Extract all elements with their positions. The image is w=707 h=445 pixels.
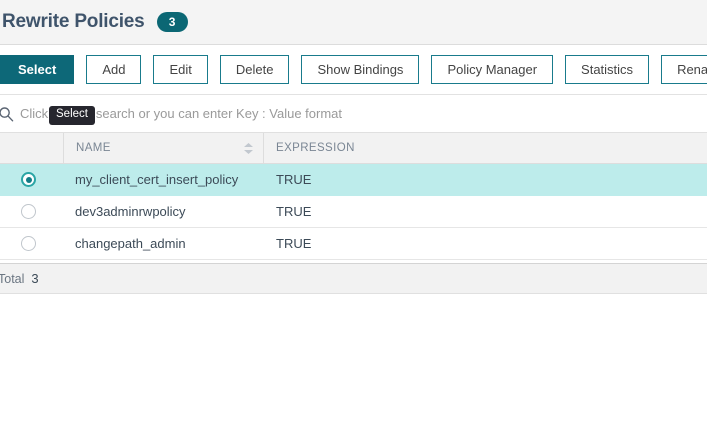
- column-header-expression-label: EXPRESSION: [276, 142, 355, 154]
- table-bottom-divider: [0, 260, 707, 264]
- row-expression-cell: TRUE: [276, 236, 312, 251]
- select-tooltip: Select: [49, 106, 95, 125]
- row-expression-cell: TRUE: [276, 172, 312, 187]
- add-button[interactable]: Add: [86, 55, 142, 84]
- search-icon: [0, 106, 14, 122]
- rename-button[interactable]: Rename: [661, 55, 707, 84]
- table-footer: Total 3: [0, 264, 707, 294]
- page-header: Rewrite Policies 3: [0, 0, 707, 45]
- sort-icon[interactable]: [244, 142, 253, 154]
- table-row[interactable]: changepath_admin TRUE: [0, 228, 707, 260]
- delete-button[interactable]: Delete: [219, 55, 290, 84]
- search-input[interactable]: [20, 106, 620, 121]
- row-select-cell[interactable]: [0, 172, 63, 187]
- row-name-cell: changepath_admin: [75, 236, 186, 251]
- page-title: Rewrite Policies: [2, 11, 145, 32]
- row-name-cell: dev3adminrwpolicy: [75, 204, 186, 219]
- page-empty-area: [0, 294, 707, 444]
- policy-manager-button[interactable]: Policy Manager: [431, 55, 554, 84]
- table-row[interactable]: my_client_cert_insert_policy TRUE: [0, 164, 707, 196]
- column-header-name-label: NAME: [76, 142, 111, 154]
- table-row[interactable]: dev3adminrwpolicy TRUE: [0, 196, 707, 228]
- row-radio-button[interactable]: [21, 204, 36, 219]
- select-button[interactable]: Select: [0, 55, 75, 84]
- table-header: NAME EXPRESSION: [0, 133, 707, 164]
- row-select-cell[interactable]: [0, 204, 63, 219]
- column-header-name[interactable]: NAME: [63, 133, 264, 163]
- total-value: 3: [31, 271, 39, 286]
- show-bindings-button[interactable]: Show Bindings: [301, 55, 420, 84]
- policy-count-badge: 3: [156, 12, 188, 32]
- row-select-cell[interactable]: [0, 236, 63, 251]
- row-expression-cell: TRUE: [276, 204, 312, 219]
- total-label: Total: [0, 271, 25, 286]
- row-radio-button[interactable]: [21, 172, 36, 187]
- action-toolbar: Select Add Edit Delete Show Bindings Pol…: [0, 45, 707, 95]
- search-bar: Select: [0, 95, 707, 133]
- column-header-select: [0, 133, 63, 163]
- statistics-button[interactable]: Statistics: [565, 55, 650, 84]
- row-radio-button[interactable]: [21, 236, 36, 251]
- edit-button[interactable]: Edit: [153, 55, 208, 84]
- row-name-cell: my_client_cert_insert_policy: [75, 172, 239, 187]
- column-header-expression[interactable]: EXPRESSION: [264, 133, 707, 163]
